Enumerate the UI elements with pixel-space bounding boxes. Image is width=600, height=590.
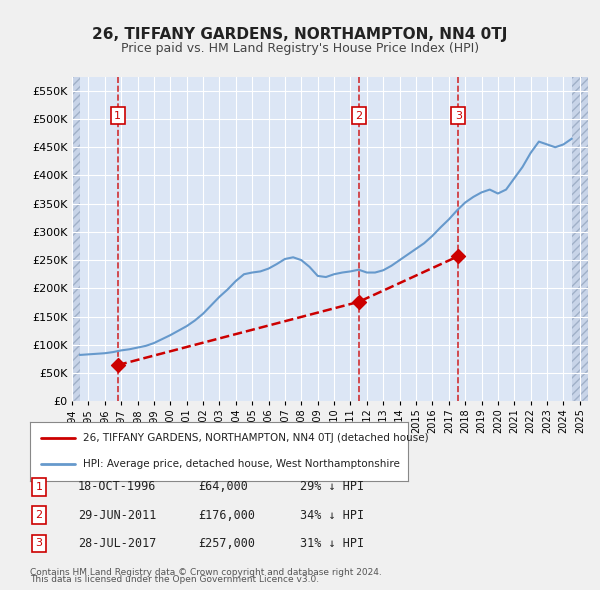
Text: 31% ↓ HPI: 31% ↓ HPI xyxy=(300,537,364,550)
Text: HPI: Average price, detached house, West Northamptonshire: HPI: Average price, detached house, West… xyxy=(83,460,400,469)
Text: 1: 1 xyxy=(114,111,121,120)
Point xyxy=(454,251,463,261)
Text: Contains HM Land Registry data © Crown copyright and database right 2024.: Contains HM Land Registry data © Crown c… xyxy=(30,568,382,577)
Text: 3: 3 xyxy=(35,539,43,548)
Text: 3: 3 xyxy=(455,111,462,120)
Bar xyxy=(572,77,588,401)
Text: 34% ↓ HPI: 34% ↓ HPI xyxy=(300,509,364,522)
Text: 29% ↓ HPI: 29% ↓ HPI xyxy=(300,480,364,493)
Text: 26, TIFFANY GARDENS, NORTHAMPTON, NN4 0TJ (detached house): 26, TIFFANY GARDENS, NORTHAMPTON, NN4 0T… xyxy=(83,434,428,443)
Text: £176,000: £176,000 xyxy=(198,509,255,522)
Text: 26, TIFFANY GARDENS, NORTHAMPTON, NN4 0TJ: 26, TIFFANY GARDENS, NORTHAMPTON, NN4 0T… xyxy=(92,27,508,41)
Text: 28-JUL-2017: 28-JUL-2017 xyxy=(78,537,157,550)
Text: 1: 1 xyxy=(35,482,43,491)
Text: 2: 2 xyxy=(35,510,43,520)
Point xyxy=(113,360,122,370)
Text: Price paid vs. HM Land Registry's House Price Index (HPI): Price paid vs. HM Land Registry's House … xyxy=(121,42,479,55)
Text: 2: 2 xyxy=(355,111,362,120)
Bar xyxy=(72,77,80,401)
Text: This data is licensed under the Open Government Licence v3.0.: This data is licensed under the Open Gov… xyxy=(30,575,319,584)
Text: £257,000: £257,000 xyxy=(198,537,255,550)
Text: 18-OCT-1996: 18-OCT-1996 xyxy=(78,480,157,493)
Text: £64,000: £64,000 xyxy=(198,480,248,493)
Text: 29-JUN-2011: 29-JUN-2011 xyxy=(78,509,157,522)
Point xyxy=(354,297,364,307)
